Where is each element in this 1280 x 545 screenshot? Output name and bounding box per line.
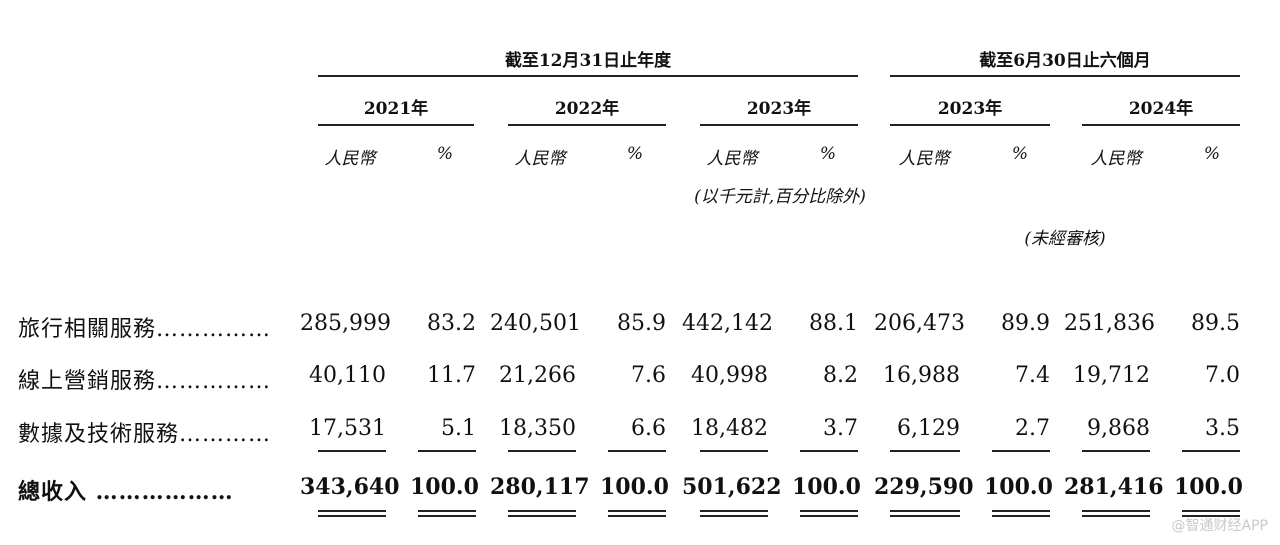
subtotal-rule [508,450,576,452]
note-units: (以千元計,百分比除外) [694,187,866,207]
subtotal-rule [318,450,386,452]
total-double-rule [992,510,1050,517]
table-cell: 281,416 [1064,474,1164,500]
unit-rmb-2022: 人民幣 [514,149,566,169]
table-cell: 88.1 [809,311,858,336]
year-header-2022: 2022年 [554,99,620,119]
table-cell: 5.1 [441,416,476,441]
table-cell: 442,142 [682,311,773,336]
year-underline-2023 [700,124,858,126]
unit-rmb-2024-half: 人民幣 [1090,149,1142,169]
table-cell: 343,640 [300,474,400,500]
table-cell: 17,531 [309,416,386,441]
table-cell: 11.7 [427,363,476,388]
total-double-rule [890,510,960,517]
total-double-rule [800,510,858,517]
table-cell: 16,988 [883,363,960,388]
subtotal-rule [1082,450,1150,452]
table-cell: 100.0 [600,474,669,500]
table-cell: 89.9 [1001,311,1050,336]
subtotal-rule [1182,450,1240,452]
period-title-annual: 截至12月31日止年度 [504,51,672,71]
table-cell: 3.7 [823,416,858,441]
subtotal-rule [800,450,858,452]
total-double-rule [608,510,666,517]
table-cell: 18,350 [499,416,576,441]
subtotal-rule [890,450,960,452]
year-underline-2021 [318,124,474,126]
period-title-half-year: 截至6月30日止六個月 [979,51,1151,71]
period-underline-half-year [890,75,1240,77]
table-cell: 6,129 [897,416,960,441]
table-cell: 85.9 [617,311,666,336]
year-header-2023: 2023年 [746,99,812,119]
table-cell: 2.7 [1015,416,1050,441]
unit-pct-2024-half: % [1203,144,1221,164]
table-cell: 100.0 [1174,474,1243,500]
table-cell: 9,868 [1087,416,1150,441]
table-cell: 501,622 [682,474,782,500]
subtotal-rule [418,450,476,452]
watermark: @智通财经APP [1171,518,1268,534]
table-cell: 40,110 [309,363,386,388]
unit-pct-2023: % [819,144,837,164]
subtotal-rule [700,450,768,452]
table-cell: 7.6 [631,363,666,388]
year-underline-2024-half [1082,124,1240,126]
table-cell: 8.2 [823,363,858,388]
note-unaudited: (未經審核) [1024,229,1106,249]
table-cell: 6.6 [631,416,666,441]
row-label-travel-services: 旅行相關服務…………… [18,317,272,342]
table-cell: 285,999 [300,311,391,336]
unit-rmb-2023-half: 人民幣 [898,149,950,169]
table-cell: 240,501 [490,311,581,336]
table-cell: 100.0 [792,474,861,500]
table-cell: 40,998 [691,363,768,388]
table-cell: 18,482 [691,416,768,441]
period-underline-annual [318,75,858,77]
unit-pct-2021: % [436,144,454,164]
row-label-data-tech-services: 數據及技術服務………… [18,422,272,447]
total-double-rule [700,510,768,517]
year-header-2024-half: 2024年 [1128,99,1194,119]
table-cell: 100.0 [984,474,1053,500]
unit-pct-2023-half: % [1011,144,1029,164]
year-underline-2022 [508,124,666,126]
total-double-rule [418,510,476,517]
table-cell: 19,712 [1073,363,1150,388]
table-cell: 100.0 [410,474,479,500]
subtotal-rule [608,450,666,452]
unit-rmb-2023: 人民幣 [706,149,758,169]
unit-pct-2022: % [626,144,644,164]
year-header-2023-half: 2023年 [937,99,1003,119]
total-double-rule [508,510,576,517]
total-double-rule [318,510,386,517]
total-double-rule [1182,510,1240,517]
table-cell: 89.5 [1191,311,1240,336]
subtotal-rule [992,450,1050,452]
table-cell: 229,590 [874,474,974,500]
unit-rmb-2021: 人民幣 [324,149,376,169]
table-cell: 83.2 [427,311,476,336]
table-cell: 251,836 [1064,311,1155,336]
table-cell: 21,266 [499,363,576,388]
row-label-online-marketing: 線上營銷服務…………… [18,369,272,394]
table-cell: 7.0 [1205,363,1240,388]
total-double-rule [1082,510,1150,517]
year-header-2021: 2021年 [363,99,429,119]
year-underline-2023-half [890,124,1050,126]
table-cell: 3.5 [1205,416,1240,441]
table-cell: 280,117 [490,474,590,500]
row-label-total-revenue: 總收入 ……………… [18,479,234,505]
table-cell: 7.4 [1015,363,1050,388]
table-cell: 206,473 [874,311,965,336]
